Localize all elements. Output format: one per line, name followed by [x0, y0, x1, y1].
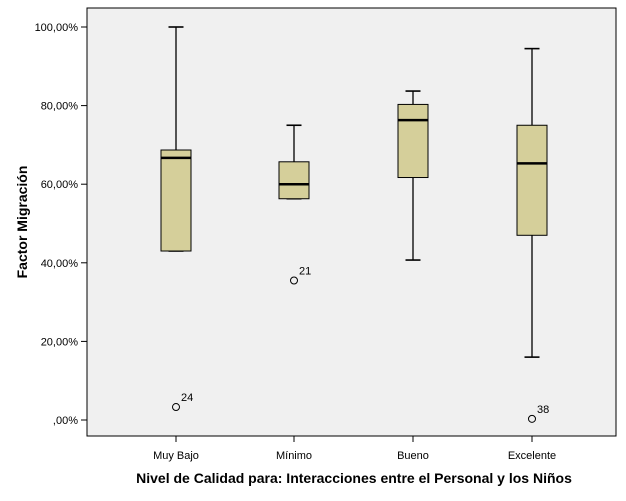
- iqr-box: [278, 161, 310, 200]
- box-mínimo: 21: [278, 124, 311, 285]
- box-muy-bajo: 24: [160, 26, 193, 412]
- iqr-box: [397, 103, 429, 179]
- y-axis-title: Factor Migración: [14, 166, 30, 279]
- x-tick-label: Mínimo: [276, 450, 312, 462]
- outlier-label: 38: [537, 404, 549, 416]
- box-bueno: [397, 90, 429, 261]
- x-tick-label: Excelente: [508, 450, 556, 462]
- outlier-point: [528, 414, 536, 423]
- y-tick-label: 80,00%: [41, 101, 79, 113]
- outlier-label: 21: [299, 265, 311, 277]
- outlier-label: 24: [181, 392, 193, 404]
- iqr-box: [160, 149, 192, 252]
- outlier-point: [172, 403, 180, 412]
- y-tick-label: ,00%: [53, 415, 78, 427]
- y-tick-label: 40,00%: [41, 258, 79, 270]
- box-excelente: 38: [516, 47, 549, 423]
- x-axis: Muy Bajo Mínimo Bueno Excelente: [153, 436, 556, 462]
- x-tick-label: Muy Bajo: [153, 450, 199, 462]
- x-tick-label: Bueno: [397, 450, 429, 462]
- y-axis: ,00% 20,00% 40,00% 60,00% 80,00% 100,00%: [35, 22, 87, 427]
- outlier-point: [290, 276, 298, 285]
- boxes: 24 21 38: [160, 26, 549, 423]
- x-axis-title: Nivel de Calidad para: Interacciones ent…: [136, 470, 572, 486]
- y-tick-label: 100,00%: [35, 22, 79, 34]
- iqr-box: [516, 124, 548, 236]
- y-tick-label: 60,00%: [41, 179, 79, 191]
- y-tick-label: 20,00%: [41, 336, 79, 348]
